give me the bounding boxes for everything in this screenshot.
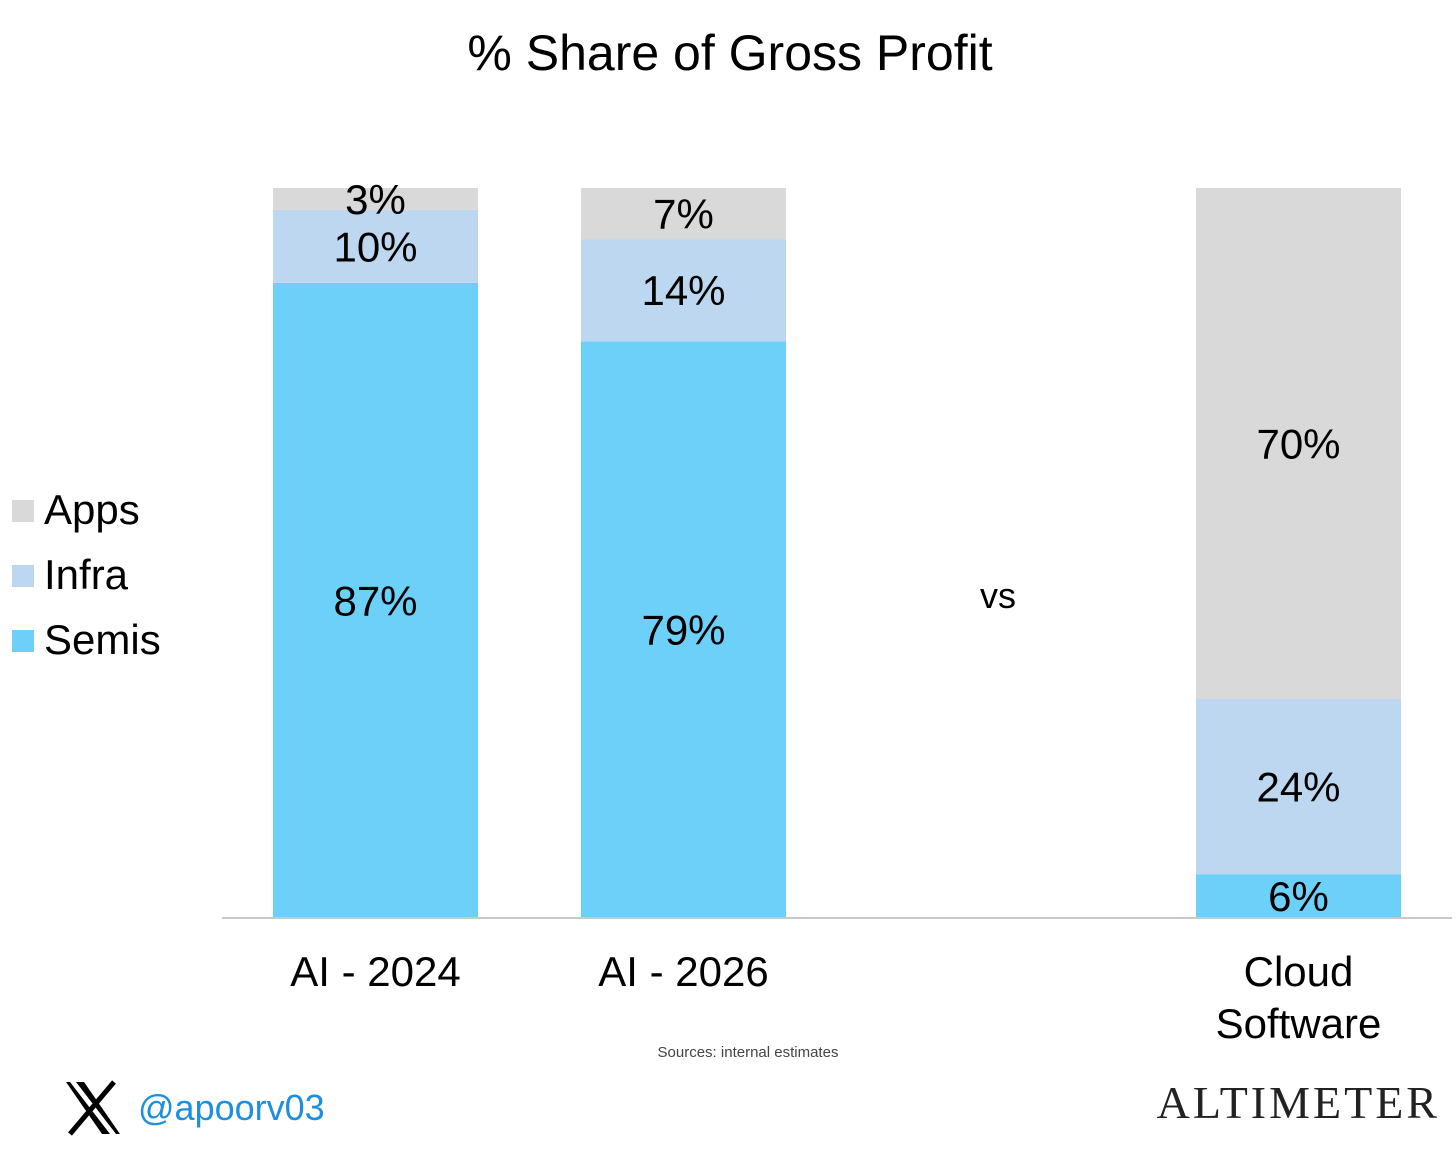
bar-infra-ai-2026 [581, 239, 786, 342]
data-label-infra-cloud-software: 24% [1256, 764, 1340, 811]
source-note: Sources: internal estimates [658, 1044, 839, 1061]
bar-semis-ai-2024 [273, 282, 478, 918]
category-labels-group: AI - 2024 AI - 2026 Cloud Software [290, 948, 1381, 1047]
bar-apps-ai-2026 [581, 188, 786, 240]
tick-label-ai-2026: AI - 2026 [598, 948, 768, 995]
data-label-apps-ai-2026: 7% [653, 191, 714, 238]
bar-infra-ai-2024 [273, 209, 478, 283]
data-label-semis-ai-2024: 87% [333, 577, 417, 624]
legend-swatch-apps [12, 500, 34, 522]
bars-group [273, 188, 1401, 918]
legend: Apps Infra Semis [12, 486, 161, 663]
data-label-semis-cloud-software: 6% [1268, 873, 1329, 920]
chart-title: % Share of Gross Profit [467, 25, 992, 81]
x-logo-icon [66, 1080, 120, 1136]
data-label-semis-ai-2026: 79% [641, 607, 725, 654]
segment-labels-group: 87% 10%3% 79% 14% 7% 6% 24% 70% [333, 176, 1340, 920]
legend-label-apps: Apps [44, 486, 140, 533]
legend-label-infra: Infra [44, 551, 129, 598]
bar-infra-cloud-software [1196, 699, 1401, 875]
bar-semis-cloud-software [1196, 874, 1401, 918]
bar-apps-cloud-software [1196, 188, 1401, 699]
tick-label-ai-2024: AI - 2024 [290, 948, 460, 995]
brand-logo: ALTIMETER [1157, 1077, 1440, 1128]
data-label-apps-cloud-software: 70% [1256, 421, 1340, 468]
data-label-infra-ai-2026: 14% [641, 267, 725, 314]
tick-label-cloud-software: Cloud Software [1216, 948, 1382, 1047]
vs-annotation: vs [980, 575, 1016, 616]
legend-swatch-semis [12, 630, 34, 652]
data-label-apps-ai-2024: 3% [345, 176, 406, 223]
legend-label-semis: Semis [44, 616, 161, 663]
bar-apps-ai-2024 [273, 188, 478, 210]
data-label-infra-ai-2024: 10% [333, 223, 417, 270]
bar-semis-ai-2026 [581, 341, 786, 918]
social-handle: @apoorv03 [138, 1087, 325, 1128]
legend-swatch-infra [12, 565, 34, 587]
